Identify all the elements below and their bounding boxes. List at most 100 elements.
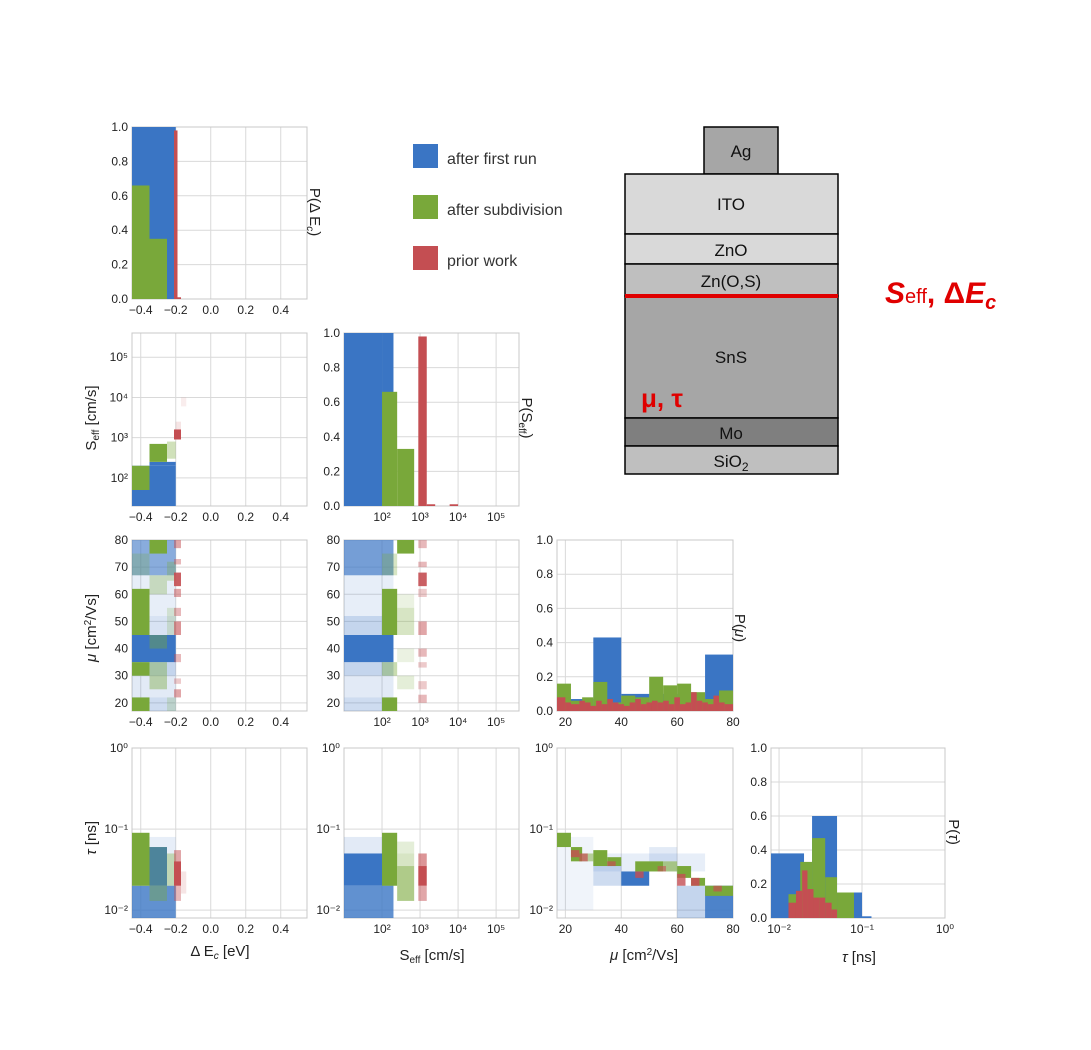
xtick-label: 0.0	[202, 715, 219, 729]
heat-cell	[397, 540, 415, 554]
xtick-label: 20	[559, 715, 573, 729]
heat-cell	[167, 607, 176, 635]
heat-cell	[174, 607, 181, 616]
ytick-label: 20	[115, 696, 129, 710]
heat-cell	[635, 861, 664, 872]
hist-bar-prior-work	[579, 700, 585, 711]
xtick-label: 10²	[373, 510, 390, 524]
ylabel-p-tau: P(τ)	[945, 819, 962, 845]
hist-bar-after-subdivision	[397, 448, 415, 506]
hist-bar-prior-work	[713, 695, 720, 711]
hist-bar-prior-work	[557, 697, 566, 711]
heat-cell	[344, 697, 394, 711]
interface-params-label: Seff, ΔEc	[885, 277, 996, 314]
heat-cell	[132, 616, 150, 635]
hist-bar-prior-work	[418, 336, 427, 506]
heat-cell	[691, 877, 700, 886]
xtick-label: 0.2	[237, 510, 254, 524]
ytick-label: 40	[327, 642, 341, 656]
heat-cell	[344, 540, 394, 576]
ytick-label: 1.0	[323, 326, 340, 340]
heat-cell	[174, 429, 181, 440]
hist-bar-prior-work	[618, 704, 625, 711]
heat-cell	[174, 689, 181, 698]
hist-bar-prior-work	[629, 702, 636, 711]
hist-bar-prior-work	[596, 700, 602, 711]
xlabel-dEc: Δ Ec [eV]	[190, 943, 249, 962]
hist-bar-prior-work	[668, 704, 675, 711]
heat-cell	[382, 697, 398, 711]
xtick-label: 0.2	[237, 715, 254, 729]
heat-cell	[382, 832, 398, 886]
heat-cell	[397, 866, 415, 901]
heat-cell	[175, 421, 181, 430]
heat-cell	[397, 648, 415, 663]
xtick-label: −0.4	[129, 303, 153, 317]
hist-bar-after-subdivision	[132, 185, 150, 299]
heat-cell	[174, 861, 181, 886]
ylabel-seff: Seff [cm/s]	[83, 385, 102, 450]
ytick-label: 10⁻¹	[529, 822, 553, 836]
xtick-label: 10⁴	[449, 510, 468, 524]
heat-cell	[418, 588, 427, 597]
ytick-label: 10⁰	[110, 741, 128, 755]
panel-hist-mu: 20 40 60 80 0.0 0.2 0.4 0.6 0.8 1.0	[536, 533, 740, 729]
heat-cell	[382, 553, 398, 576]
heat-cell	[181, 871, 187, 894]
bulk-params-label: μ, τ	[641, 383, 683, 413]
ytick-label: 80	[327, 533, 341, 547]
layer-zno	[624, 233, 839, 265]
heat-cell	[663, 861, 678, 872]
hist-bar-after-subdivision	[825, 877, 838, 918]
ytick-label: 0.2	[323, 464, 340, 478]
ytick-label: 0.6	[750, 809, 767, 823]
heat-cell	[397, 594, 415, 608]
heat-cell	[607, 861, 616, 867]
xtick-label: 10⁰	[936, 922, 954, 936]
hist-bar-prior-work	[663, 700, 669, 711]
ytick-label: 0.2	[536, 670, 553, 684]
heat-cell	[418, 561, 427, 568]
heat-cell	[149, 461, 176, 466]
xtick-label: 10⁵	[487, 715, 505, 729]
hist-bar-prior-work	[570, 704, 580, 711]
xtick-label: −0.2	[164, 715, 188, 729]
hist-bar-prior-work	[795, 890, 803, 918]
xtick-label: −0.4	[129, 715, 153, 729]
heat-cell	[149, 675, 167, 690]
heat-cell	[174, 588, 181, 597]
xlabel-tau: τ [ns]	[842, 949, 876, 966]
heat-cell	[418, 694, 427, 703]
xtick-label: 10⁵	[487, 510, 505, 524]
heat-cell	[344, 662, 394, 676]
ytick-label: 10⁻¹	[104, 822, 128, 836]
heat-cell	[397, 841, 415, 854]
heat-cell	[174, 540, 181, 549]
ytick-label: 10⁰	[322, 741, 340, 755]
axis-labels: Seff [cm/s] μ [cm2/Vs] τ [ns] Δ Ec [eV] …	[83, 188, 962, 966]
layer-zno-label: ZnO	[714, 241, 747, 260]
device-stack: Ag ITO ZnO Zn(O,S) SnS Mo SiO2 μ, τ Seff…	[624, 126, 996, 475]
hist-bar-after-first-run	[344, 333, 383, 506]
panel-mu-vs-dEc: −0.4 −0.2 0.0 0.2 0.4 20 30 40 50 60 70 80	[115, 533, 308, 729]
xtick-label: −0.4	[129, 922, 153, 936]
heat-cell	[149, 540, 167, 554]
ytick-label: 50	[327, 614, 341, 628]
heat-cell	[174, 572, 181, 587]
heat-cell	[344, 885, 394, 918]
heat-cell	[582, 853, 594, 862]
heat-cell	[149, 443, 167, 462]
panel-tau-vs-seff: 10² 10³ 10⁴ 10⁵ 10⁻² 10⁻¹ 10⁰	[316, 741, 520, 936]
heat-cell	[397, 607, 415, 635]
legend-swatch-prior	[413, 246, 438, 270]
heat-cell	[397, 675, 415, 690]
heat-cell	[132, 588, 150, 616]
panel-mu-vs-seff: 10² 10³ 10⁴ 10⁵ 20 30 40 50 60 70 80	[327, 533, 520, 729]
xtick-label: 10³	[411, 922, 428, 936]
heat-cell	[174, 621, 181, 635]
xtick-label: 0.4	[272, 715, 289, 729]
xtick-label: 0.4	[272, 303, 289, 317]
layer-mo	[624, 417, 839, 447]
heat-cell	[344, 616, 394, 635]
ytick-label: 10⁻²	[104, 903, 128, 917]
